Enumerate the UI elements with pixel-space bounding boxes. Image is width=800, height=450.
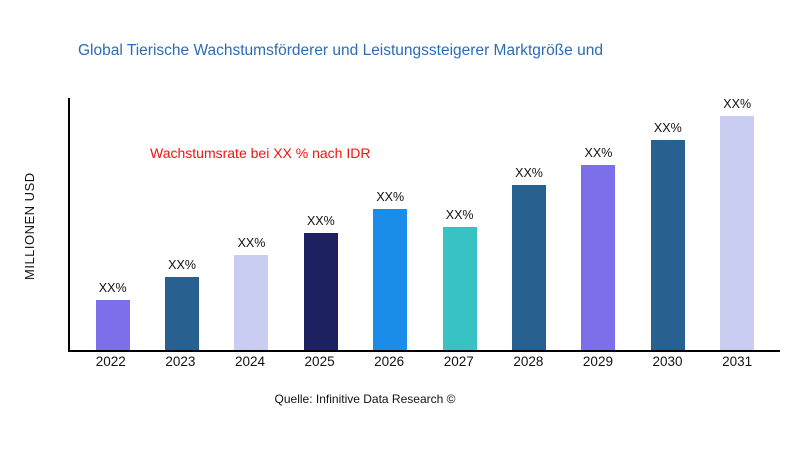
- chart-title: Global Tierische Wachstumsförderer und L…: [78, 42, 603, 59]
- bar-group: XX%: [430, 208, 490, 350]
- x-axis-ticks: 2022 2023 2024 2025 2026 2027 2028 2029 2030 2031: [68, 354, 780, 369]
- bar: [234, 255, 269, 350]
- bar-value-label: XX%: [306, 214, 335, 228]
- bar-value-label: XX%: [376, 190, 405, 204]
- bar-value-label: XX%: [723, 97, 752, 111]
- y-axis-label: MILLIONEN USD: [22, 172, 37, 280]
- plot-area: XX% XX% XX% XX% XX% XX% XX% XX% XX% XX%: [68, 97, 780, 352]
- bar: [650, 140, 685, 350]
- bar-group: XX%: [499, 166, 559, 350]
- x-tick-label: 2031: [722, 354, 753, 369]
- bar: [373, 209, 408, 350]
- bar-value-label: XX%: [653, 121, 682, 135]
- bar-value-label: XX%: [168, 258, 196, 272]
- bar: [442, 227, 477, 350]
- bar-group: XX%: [291, 214, 351, 350]
- bar-value-label: XX%: [584, 146, 613, 160]
- bar: [581, 165, 616, 350]
- bar-group: XX%: [707, 97, 767, 350]
- bar-value-label: XX%: [98, 281, 127, 295]
- bar-group: XX%: [83, 281, 143, 350]
- x-tick-label: 2028: [513, 354, 544, 369]
- bar: [720, 116, 755, 350]
- x-tick-label: 2029: [582, 354, 613, 369]
- bar-value-label: XX%: [515, 166, 543, 180]
- bar: [303, 233, 338, 350]
- growth-rate-annotation: Wachstumsrate bei XX % nach IDR: [150, 145, 371, 161]
- bar: [165, 277, 200, 350]
- x-tick-label: 2027: [443, 354, 474, 369]
- bar-group: XX%: [221, 236, 281, 350]
- bars-container: XX% XX% XX% XX% XX% XX% XX% XX% XX% XX%: [70, 97, 780, 350]
- source-caption: Quelle: Infinitive Data Research ©: [274, 392, 456, 406]
- x-tick-label: 2030: [652, 354, 683, 369]
- bar: [95, 300, 130, 350]
- x-tick-label: 2024: [234, 354, 265, 369]
- bar-value-label: XX%: [237, 236, 266, 250]
- bar-group: XX%: [568, 146, 628, 350]
- x-tick-label: 2022: [95, 354, 126, 369]
- x-tick-label: 2025: [304, 354, 335, 369]
- bar-group: XX%: [638, 121, 698, 350]
- x-tick-label: 2023: [165, 354, 196, 369]
- bar-group: XX%: [152, 258, 212, 350]
- x-tick-label: 2026: [374, 354, 405, 369]
- bar-group: XX%: [360, 190, 420, 350]
- bar-value-label: XX%: [445, 208, 474, 222]
- bar: [512, 185, 547, 350]
